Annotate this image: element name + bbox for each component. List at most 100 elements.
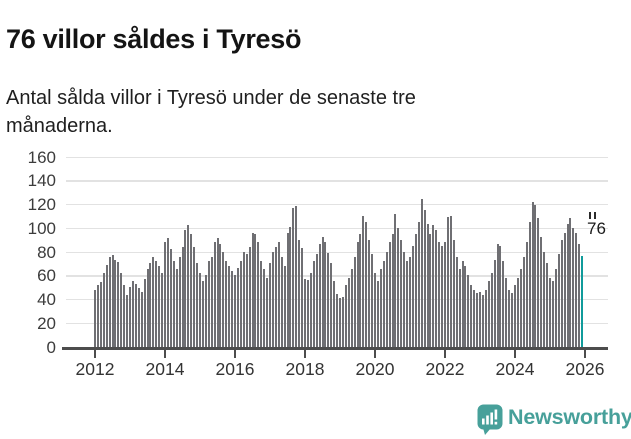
bar bbox=[496, 244, 499, 347]
bar bbox=[131, 281, 134, 347]
bar bbox=[490, 272, 493, 347]
bar bbox=[341, 296, 344, 347]
bar bbox=[397, 227, 400, 347]
bar bbox=[169, 249, 172, 347]
bar bbox=[94, 289, 97, 347]
double-tick-marker-icon bbox=[589, 212, 598, 219]
bar bbox=[105, 264, 108, 347]
chart-subtitle: Antal sålda villor i Tyresö under de sen… bbox=[6, 87, 416, 137]
x-axis-label-2020: 2020 bbox=[355, 359, 395, 379]
newsworthy-logo[interactable]: Newsworthy bbox=[477, 403, 631, 436]
bar bbox=[449, 215, 452, 347]
bar bbox=[155, 261, 158, 347]
bar bbox=[578, 244, 581, 347]
bar bbox=[385, 251, 388, 347]
bar bbox=[175, 269, 178, 347]
x-axis-tick-2016 bbox=[234, 350, 236, 358]
bar bbox=[461, 261, 464, 347]
bar bbox=[551, 281, 554, 347]
bar bbox=[324, 242, 327, 347]
bar bbox=[318, 244, 321, 347]
bar bbox=[149, 263, 152, 347]
bar bbox=[347, 277, 350, 347]
bar bbox=[213, 242, 216, 347]
bar bbox=[301, 247, 304, 347]
bar bbox=[543, 251, 546, 347]
bar bbox=[210, 257, 213, 347]
bar bbox=[487, 281, 490, 347]
y-axis-label-0: 0 bbox=[46, 337, 56, 357]
bar bbox=[140, 291, 143, 347]
bar bbox=[505, 277, 508, 347]
bar bbox=[403, 251, 406, 347]
x-axis-tick-2022 bbox=[444, 350, 446, 358]
y-axis-label-80: 80 bbox=[37, 242, 56, 262]
bar bbox=[409, 257, 412, 347]
bar bbox=[126, 295, 129, 347]
bar bbox=[374, 272, 377, 347]
bar bbox=[251, 232, 254, 347]
bar bbox=[190, 233, 193, 347]
bar bbox=[572, 227, 575, 347]
bar bbox=[388, 242, 391, 347]
bar bbox=[321, 237, 324, 347]
bar bbox=[96, 284, 99, 347]
bar bbox=[484, 289, 487, 347]
bar bbox=[292, 207, 295, 347]
x-axis-label-2014: 2014 bbox=[145, 359, 185, 379]
bar bbox=[493, 259, 496, 347]
gridline-60 bbox=[66, 275, 608, 277]
bar bbox=[379, 269, 382, 347]
bar bbox=[359, 233, 362, 347]
bar bbox=[271, 251, 274, 347]
x-axis-label-2016: 2016 bbox=[215, 359, 255, 379]
bar bbox=[161, 272, 164, 347]
y-axis-label-120: 120 bbox=[27, 195, 56, 214]
bar bbox=[534, 205, 537, 347]
x-axis-tick-2024 bbox=[514, 350, 516, 358]
bar bbox=[333, 281, 336, 347]
bar bbox=[554, 269, 557, 347]
bar bbox=[99, 282, 102, 347]
bar bbox=[137, 288, 140, 347]
bar bbox=[120, 272, 123, 347]
bar bbox=[549, 277, 552, 347]
bar bbox=[184, 230, 187, 347]
x-axis-tick-2012 bbox=[94, 350, 96, 358]
x-axis-line bbox=[62, 346, 608, 350]
bar bbox=[516, 277, 519, 347]
bar bbox=[146, 269, 149, 347]
bar bbox=[376, 281, 379, 347]
bar bbox=[277, 242, 280, 347]
y-axis-label-40: 40 bbox=[37, 290, 56, 309]
bar bbox=[164, 242, 167, 347]
x-axis-tick-2026 bbox=[584, 350, 586, 358]
bar bbox=[134, 283, 137, 347]
bar bbox=[216, 238, 219, 347]
bar bbox=[540, 237, 543, 347]
bar bbox=[508, 289, 511, 347]
bar bbox=[309, 272, 312, 347]
bar bbox=[566, 224, 569, 347]
gridline-140 bbox=[66, 180, 608, 182]
bar bbox=[166, 238, 169, 347]
bar bbox=[481, 295, 484, 347]
bar bbox=[129, 287, 132, 347]
bar bbox=[452, 239, 455, 347]
bar bbox=[158, 265, 161, 347]
bar bbox=[306, 280, 309, 347]
bar bbox=[286, 232, 289, 347]
bar bbox=[248, 246, 251, 347]
bar bbox=[464, 265, 467, 347]
x-axis-label-2012: 2012 bbox=[75, 359, 115, 379]
x-axis-tick-2014 bbox=[164, 350, 166, 358]
bar bbox=[525, 242, 528, 347]
bar bbox=[438, 242, 441, 347]
bar bbox=[199, 272, 202, 347]
bar bbox=[391, 233, 394, 347]
bar bbox=[207, 261, 210, 347]
y-axis-label-20: 20 bbox=[37, 313, 56, 333]
bar bbox=[467, 275, 470, 347]
bar bbox=[289, 226, 292, 347]
x-axis-label-2022: 2022 bbox=[425, 359, 465, 379]
